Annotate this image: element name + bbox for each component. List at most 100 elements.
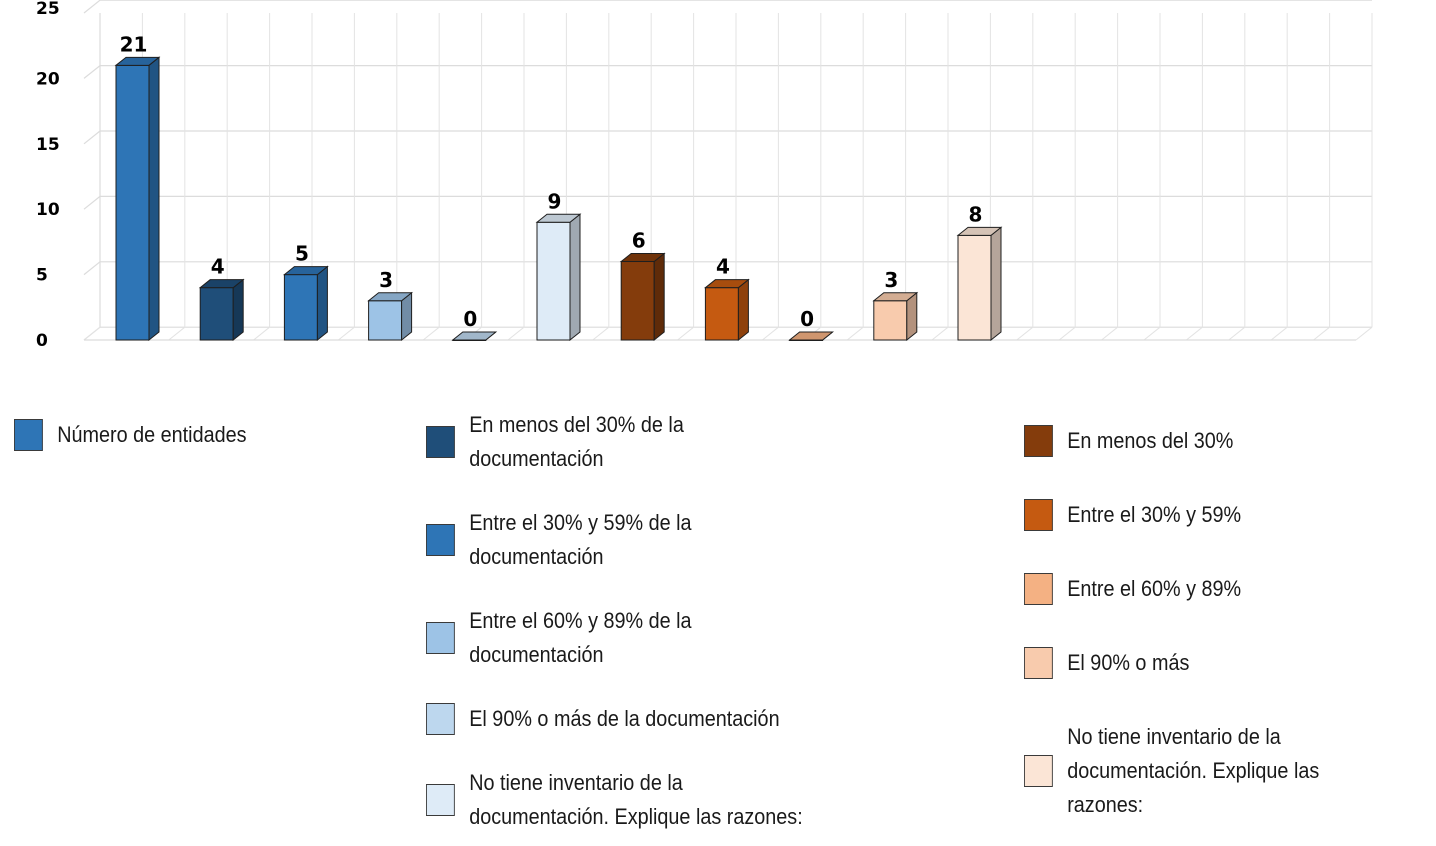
legend-label: Entre el 30% y 59% de la documentación: [469, 510, 692, 569]
floor-line: [1016, 326, 1034, 341]
floor-line: [846, 326, 864, 341]
floor-line: [762, 326, 779, 341]
floor-line: [1228, 326, 1246, 341]
legend-label: No tiene inventario de la documentación.…: [469, 770, 803, 829]
bar-side: [569, 213, 581, 342]
data-label: 3: [379, 268, 393, 292]
bar-front: [199, 287, 234, 341]
bar-top: [367, 292, 414, 302]
bar: [872, 291, 919, 342]
bar-top: [114, 56, 161, 66]
bar-front: [283, 274, 318, 341]
y-tick-label: 10: [36, 200, 60, 220]
legend-swatch: [1024, 425, 1053, 457]
bar-top: [282, 266, 329, 276]
bar-top: [451, 331, 498, 341]
legend-swatch: [426, 524, 455, 556]
legend-swatch: [426, 622, 455, 654]
floor-line: [677, 326, 694, 341]
legend-item: En menos del 30% de la documentación: [426, 408, 804, 476]
legend-label: El 90% o más de la documentación: [469, 706, 780, 731]
legend-label: En menos del 30%: [1067, 428, 1234, 453]
data-label: 3: [884, 268, 898, 292]
bar-top: [703, 279, 750, 289]
legend-item: No tiene inventario de la documentación.…: [1024, 720, 1393, 822]
floor-line: [1313, 326, 1330, 341]
floor-line: [1101, 326, 1118, 341]
legend-item: No tiene inventario de la documentación.…: [426, 766, 804, 834]
legend-label: No tiene inventario de la documentación.…: [1067, 724, 1320, 817]
bar-top: [872, 292, 919, 302]
legend-label: En menos del 30% de la documentación: [469, 412, 684, 471]
legend-item: Entre el 60% y 89%: [1024, 572, 1393, 606]
bar-front: [368, 300, 403, 341]
gridline-side: [83, 130, 101, 145]
bar-side: [653, 252, 665, 342]
legend-item: Entre el 60% y 89% de la documentación: [426, 604, 804, 672]
legend-item: Entre el 30% y 59% de la documentación: [426, 506, 804, 574]
floor-line: [422, 326, 440, 341]
bar-front: [957, 234, 992, 341]
legend-swatch: [426, 426, 455, 458]
legend-group-total: Número de entidades: [14, 418, 344, 452]
legend-item: En menos del 30%: [1024, 424, 1393, 458]
bar-front: [115, 64, 150, 341]
y-tick-label: 25: [36, 0, 60, 19]
y-tick-label: 20: [36, 69, 60, 89]
data-labels: 21 4 5 3 0 9 6 4 0 3 8: [120, 32, 983, 331]
bar-side: [990, 226, 1002, 342]
bar-front: [536, 221, 571, 341]
bar-top: [198, 279, 245, 289]
data-label: 4: [211, 255, 225, 279]
legend-label: Entre el 60% y 89%: [1067, 576, 1242, 601]
floor-line: [1355, 326, 1373, 341]
bar-top: [619, 253, 666, 263]
legend-label: Número de entidades: [57, 422, 247, 447]
data-label: 9: [548, 189, 562, 213]
bar-top: [535, 213, 582, 223]
legend-label: El 90% o más: [1067, 650, 1190, 675]
y-tick-label: 0: [36, 331, 48, 351]
bar-side: [148, 56, 160, 342]
gridline-side: [83, 0, 101, 14]
legend-item: Entre el 30% y 59%: [1024, 498, 1393, 532]
chart: 0 5 10 15 20 25 21 4 5 3 0 9 6 4 0 3 8: [36, 0, 1373, 351]
bar-front: [873, 300, 908, 341]
bar: [451, 331, 498, 341]
floor-line: [1270, 326, 1288, 341]
bar-top: [788, 331, 835, 341]
bar: [788, 331, 835, 341]
bar-side: [737, 278, 749, 342]
floor-line: [507, 326, 525, 341]
legend-swatch: [14, 419, 43, 451]
bar: [956, 226, 1003, 342]
data-label: 6: [632, 229, 646, 253]
legend-label: Entre el 30% y 59%: [1067, 502, 1242, 527]
floor-line: [168, 326, 186, 341]
data-label: 21: [120, 32, 148, 56]
legend-item: Número de entidades: [14, 418, 311, 452]
bar-side: [232, 278, 244, 342]
legend-swatch: [1024, 755, 1053, 787]
floor-line: [253, 326, 270, 341]
bar-top: [956, 226, 1003, 236]
bar: [114, 56, 161, 342]
data-label: 0: [800, 307, 814, 331]
gridline-side: [83, 65, 101, 79]
bar-front: [620, 261, 655, 341]
legend-group-blue: En menos del 30% de la documentación Entr…: [426, 408, 846, 834]
floor-line: [83, 326, 101, 341]
legend-swatch: [426, 784, 455, 816]
legend-swatch: [1024, 573, 1053, 605]
bar: [198, 278, 245, 342]
y-tick-label: 5: [36, 266, 48, 286]
floor-line: [1186, 326, 1203, 341]
gridline-side: [83, 195, 101, 210]
y-axis: 0 5 10 15 20 25: [36, 0, 60, 351]
data-label: 5: [295, 242, 309, 266]
bar-front: [704, 287, 739, 341]
legend-swatch: [1024, 499, 1053, 531]
bar: [619, 252, 666, 342]
bar: [535, 213, 582, 342]
legend-label: Entre el 60% y 89% de la documentación: [469, 608, 692, 667]
